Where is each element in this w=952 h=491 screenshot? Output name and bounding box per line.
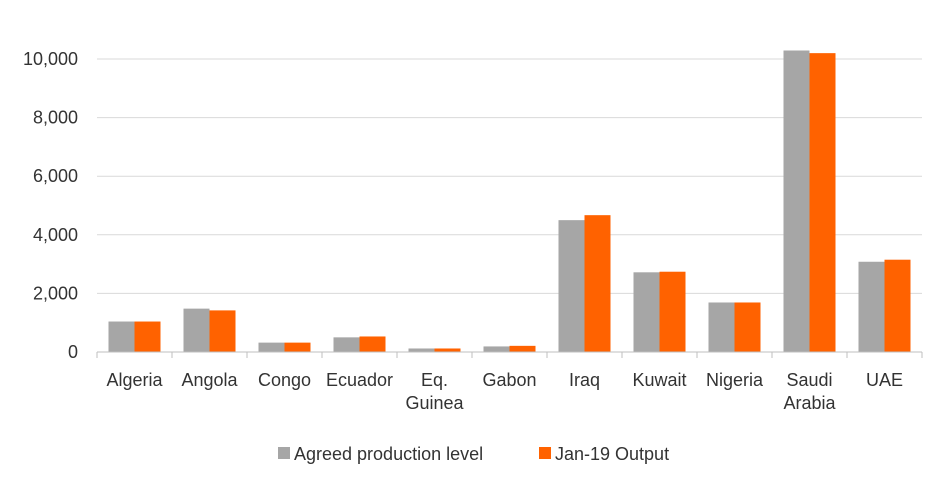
x-tick-label-line: Guinea [405,393,464,413]
x-tick-label: Algeria [106,370,163,390]
legend: Agreed production level Jan-19 Output [278,444,669,464]
x-tick-label-line: Saudi [786,370,832,390]
x-tick-label: Saudi Arabia [783,370,836,413]
bar-jan19-3 [359,336,386,352]
legend-swatch-jan19 [539,447,551,459]
bar-jan19-4 [434,348,461,352]
x-tick-label: UAE [866,370,903,390]
bar-jan19-8 [734,302,761,352]
bar-jan19-1 [209,310,236,352]
bar-jan19-9 [809,53,836,352]
x-tick-label-line: Nigeria [706,370,764,390]
y-tick-label: 8,000 [33,108,78,128]
y-axis: 0 2,000 4,000 6,000 8,000 10,000 [23,49,78,362]
x-tick-label-line: UAE [866,370,903,390]
bar-agreed-10 [858,261,885,352]
bar-jan19-5 [509,345,536,352]
x-tick-label-line: Congo [258,370,311,390]
bar-agreed-9 [783,50,810,353]
x-tick-label-line: Iraq [569,370,600,390]
x-tick-label-line: Algeria [106,370,163,390]
bars [108,50,911,353]
bar-agreed-6 [558,220,585,352]
x-axis: Algeria Angola Congo Ecuador Eq. Guinea Gabon I… [96,351,923,413]
bar-agreed-2 [258,342,285,352]
bar-jan19-0 [134,321,161,352]
x-tick-label-line: Arabia [783,393,836,413]
bar-jan19-10 [884,259,911,352]
bar-agreed-3 [333,337,360,352]
x-tick-label: Iraq [569,370,600,390]
x-tick-label: Angola [181,370,238,390]
y-tick-label: 6,000 [33,166,78,186]
bar-agreed-4 [408,348,435,352]
bar-agreed-1 [183,308,210,352]
bar-agreed-0 [108,321,135,352]
x-tick-label: Gabon [482,370,536,390]
bar-jan19-6 [584,215,611,352]
x-tick-label: Congo [258,370,311,390]
x-tick-label-line: Angola [181,370,238,390]
legend-label-agreed: Agreed production level [294,444,483,464]
x-tick-label: Nigeria [706,370,764,390]
y-tick-label: 2,000 [33,283,78,303]
x-tick-label-line: Eq. [421,370,448,390]
x-tick-label: Eq. Guinea [405,370,464,413]
bar-jan19-2 [284,342,311,352]
x-tick-label-line: Ecuador [326,370,393,390]
legend-label-jan19: Jan-19 Output [555,444,669,464]
y-tick-label: 0 [68,342,78,362]
x-tick-label-line: Kuwait [632,370,686,390]
bar-jan19-7 [659,271,686,352]
bar-agreed-5 [483,346,510,352]
legend-swatch-agreed [278,447,290,459]
y-tick-label: 10,000 [23,49,78,69]
x-tick-label-line: Gabon [482,370,536,390]
x-tick-label: Kuwait [632,370,686,390]
bar-agreed-7 [633,272,660,352]
bar-agreed-8 [708,302,735,352]
y-tick-label: 4,000 [33,225,78,245]
x-tick-label: Ecuador [326,370,393,390]
